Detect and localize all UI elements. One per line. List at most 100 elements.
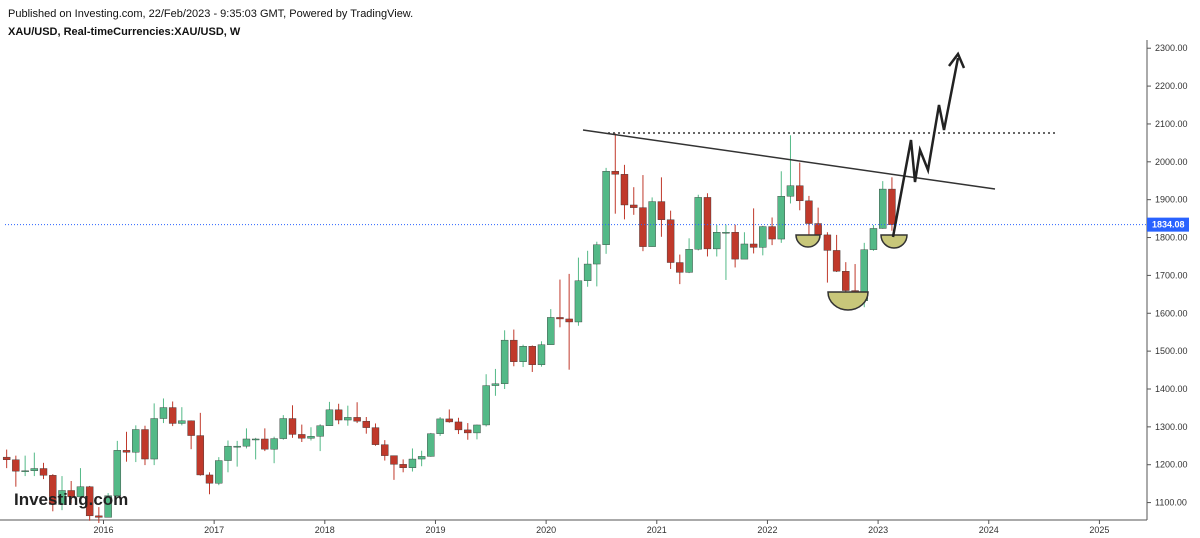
candle-body: [39, 468, 48, 476]
candle-body: [205, 474, 214, 484]
candle-body: [630, 204, 638, 208]
candle-body: [362, 420, 371, 428]
y-tick-label: 1600.00: [1155, 308, 1188, 318]
candle-body: [159, 407, 168, 419]
y-tick-label: 1400.00: [1155, 384, 1188, 394]
candle-body: [122, 450, 131, 453]
candle-body: [279, 418, 288, 439]
candle-body: [436, 418, 444, 434]
candle-body: [491, 383, 500, 386]
y-tick-label: 1100.00: [1155, 498, 1187, 508]
candle-body: [620, 174, 629, 206]
candle-body: [261, 438, 269, 450]
published: Published on Investing.com, 22/Feb/2023 …: [8, 8, 413, 20]
candle-body: [390, 455, 398, 465]
candle-body: [547, 317, 555, 345]
last-price-box: [1147, 217, 1189, 232]
candle-body: [593, 244, 601, 265]
head: [827, 291, 869, 311]
candle-body: [21, 470, 29, 472]
candle-body: [565, 318, 573, 323]
candle-body: [731, 232, 739, 260]
candle-body: [842, 271, 850, 291]
candle-body: [325, 409, 334, 426]
x-tick-label: 2023: [868, 525, 888, 535]
projection-arrow: [891, 57, 960, 238]
candle-body: [12, 459, 20, 472]
candle-body: [196, 435, 205, 476]
candle-body: [500, 339, 509, 384]
symbol: XAU/USD, Real-timeCurrencies:XAU/USD, W: [8, 26, 241, 38]
y-tick-label: 1200.00: [1155, 460, 1188, 470]
candle-body: [316, 425, 324, 437]
candle-body: [344, 417, 352, 421]
x-tick-label: 2025: [1089, 525, 1109, 535]
candle-body: [519, 346, 527, 362]
trend-line: [582, 129, 996, 190]
candle-body: [666, 219, 675, 263]
x-tick-label: 2020: [536, 525, 556, 535]
candle-body: [408, 458, 417, 468]
candle-body: [178, 420, 186, 424]
candle-body: [805, 200, 813, 224]
candle-body: [759, 226, 767, 248]
y-tick-label: 2200.00: [1155, 81, 1188, 91]
candle-body: [528, 346, 536, 365]
candle-body: [168, 407, 177, 424]
candle-body: [454, 421, 463, 431]
candle-body: [611, 171, 619, 175]
candle-body: [537, 344, 546, 365]
candle-body: [76, 486, 85, 498]
candle-body: [399, 464, 407, 468]
candle-body: [427, 433, 435, 457]
candle-body: [703, 197, 712, 250]
candle-body: [113, 450, 122, 496]
candle-body: [104, 495, 112, 518]
candle-body: [694, 197, 702, 250]
x-tick-label: 2021: [647, 525, 667, 535]
candle-body: [879, 188, 887, 229]
candle-body: [141, 429, 149, 460]
shoulder: [880, 234, 908, 249]
candle-body: [215, 460, 223, 484]
candle-body: [749, 243, 758, 248]
candle-body: [869, 228, 878, 250]
candle-body: [371, 427, 380, 445]
y-tick-label: 1500.00: [1155, 346, 1188, 356]
candle-body: [58, 490, 66, 505]
candle-body: [583, 263, 592, 281]
candle-body: [95, 515, 103, 518]
candle-body: [832, 250, 841, 272]
y-tick-label: 2300.00: [1155, 43, 1188, 53]
candle-body: [270, 438, 278, 450]
candle-body: [251, 438, 260, 441]
candle-body: [482, 385, 490, 426]
candle-body: [353, 417, 361, 422]
candle-body: [224, 445, 232, 461]
candle-body: [2, 456, 11, 460]
x-tick-label: 2022: [757, 525, 777, 535]
candle-body: [676, 262, 684, 273]
x-tick-label: 2017: [204, 525, 224, 535]
candle-body: [30, 468, 39, 471]
candle-body: [464, 429, 472, 434]
candle-body: [150, 418, 158, 460]
candle-body: [307, 436, 315, 439]
candle-body: [602, 171, 610, 245]
x-tick-label: 2018: [315, 525, 335, 535]
candle-body: [639, 207, 647, 247]
candle-body: [713, 232, 721, 250]
candle-body: [648, 201, 656, 247]
candle-body: [242, 438, 251, 447]
x-tick-label: 2016: [93, 525, 113, 535]
candle-body: [510, 339, 518, 362]
candle-body: [49, 475, 57, 505]
candle-body: [473, 424, 481, 434]
y-tick-label: 1700.00: [1155, 270, 1188, 280]
arrow-head: [948, 51, 966, 69]
logo: Investing.com: [14, 490, 128, 509]
y-tick-label: 2000.00: [1155, 157, 1188, 167]
candle-body: [288, 418, 297, 435]
candle-body: [187, 420, 195, 436]
